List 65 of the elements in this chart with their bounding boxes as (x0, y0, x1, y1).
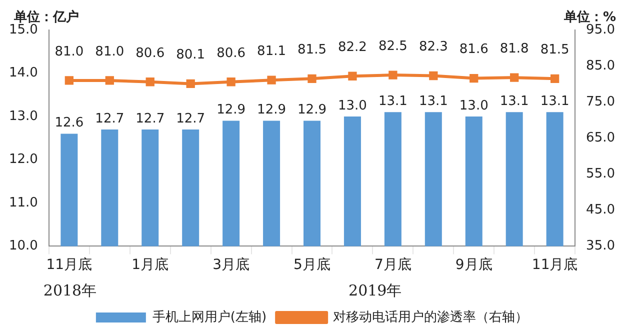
data-label: 80.1 (176, 48, 206, 63)
y2-axis-title: 单位：% (564, 9, 616, 25)
data-label: 82.3 (418, 40, 448, 55)
y2-tick-label: 95.0 (586, 22, 616, 38)
y-tick-label: 15.0 (8, 22, 38, 38)
data-label: 12.9 (216, 102, 246, 118)
y2-tick-label: 85.0 (586, 58, 616, 74)
x-tick-label: 9月底 (455, 257, 492, 274)
point (429, 71, 438, 80)
data-label: 12.7 (176, 111, 206, 126)
y-tick-label: 14.0 (8, 66, 38, 81)
y-tick-label: 13.0 (8, 108, 38, 124)
data-label: 13.1 (500, 94, 529, 110)
point (226, 78, 236, 86)
data-label: 80.6 (136, 46, 165, 61)
data-label: 81.1 (257, 44, 286, 59)
x-tick-label: 5月底 (294, 257, 330, 274)
data-label: 12.6 (54, 116, 84, 131)
point (550, 74, 560, 83)
y2-tick-label: 45.0 (586, 202, 616, 218)
point (308, 74, 316, 83)
data-label: 13.1 (378, 94, 408, 110)
text: 2018年 (43, 281, 97, 300)
point (388, 70, 398, 80)
data-label: 81.0 (54, 44, 84, 60)
x-tick-label: 1月底 (132, 257, 169, 274)
data-label: 12.9 (257, 102, 286, 118)
data-label: 81.8 (500, 41, 529, 56)
legend-label: 手机上网用户(左轴) (152, 310, 267, 325)
y2-tick-label: 35.0 (586, 238, 616, 254)
point (510, 73, 519, 82)
data-label: 81.6 (459, 42, 488, 58)
point (470, 74, 478, 83)
point (146, 78, 154, 86)
legend-label: 对移动电话用户的渗透率（右轴） (333, 308, 528, 325)
data-label: 81.0 (95, 44, 124, 60)
data-label: 12.7 (136, 111, 165, 126)
y-tick-label: 12.0 (8, 152, 38, 168)
point (186, 79, 195, 88)
x-tick-label: 11月底 (532, 257, 578, 274)
point (64, 76, 74, 85)
data-label: 82.5 (378, 38, 408, 54)
data-label: 13.0 (338, 98, 367, 114)
data-label: 13.1 (418, 94, 448, 110)
point (105, 76, 114, 85)
x-tick-label: 11月底 (46, 257, 92, 274)
data-label: 13.1 (540, 94, 570, 110)
data-label: 12.7 (95, 111, 124, 126)
y2-tick-label: 75.0 (586, 94, 616, 110)
data-label: 80.6 (216, 46, 246, 61)
x-tick-label: 7月底 (374, 257, 412, 274)
x-tick-label: 3月底 (212, 257, 250, 274)
point (267, 76, 276, 84)
data-label: 81.5 (540, 42, 570, 58)
data-label: 13.0 (459, 98, 488, 114)
text: 2019年 (348, 281, 402, 300)
y-axis-title: 单位：亿户 (14, 8, 79, 25)
y-tick-label: 10.0 (8, 238, 38, 254)
data-label: 82.2 (338, 40, 367, 55)
data-label: 12.9 (298, 102, 326, 118)
data-label: 81.5 (298, 42, 326, 58)
y-tick-label: 11.0 (8, 195, 38, 210)
y2-tick-label: 55.0 (586, 166, 616, 182)
point (348, 72, 357, 80)
y2-tick-label: 65.0 (586, 130, 616, 146)
